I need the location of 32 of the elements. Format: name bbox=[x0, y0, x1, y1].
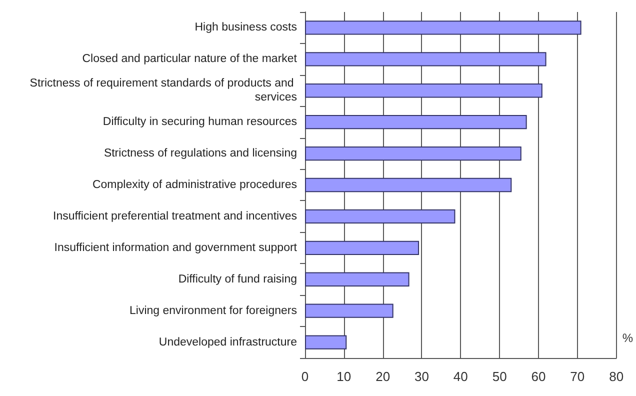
y-tick-label: Difficulty of fund raising bbox=[178, 273, 297, 286]
y-tick-label: Closed and particular nature of the market bbox=[82, 53, 298, 66]
y-tick-label: Living environment for foreigners bbox=[130, 304, 298, 317]
x-tick-label: 50 bbox=[492, 369, 507, 384]
x-tick-label: 10 bbox=[336, 369, 352, 384]
bar bbox=[305, 84, 542, 98]
x-tick-label: 0 bbox=[301, 369, 309, 384]
x-tick-label: 40 bbox=[453, 369, 468, 384]
y-tick-label: Strictness of requirement standards of products and services bbox=[30, 78, 298, 104]
bar bbox=[305, 335, 347, 350]
y-tick-label: Complexity of administrative procedures bbox=[92, 179, 298, 191]
bar bbox=[305, 272, 410, 286]
y-tick-label: High business costs bbox=[194, 22, 298, 34]
x-tick-label: 20 bbox=[376, 369, 390, 384]
x-tick-label: 60 bbox=[531, 369, 546, 384]
y-tick-label: Undeveloped infrastructure bbox=[158, 336, 297, 348]
x-axis-title: % bbox=[622, 331, 634, 345]
bar bbox=[305, 209, 456, 224]
x-tick-label: 80 bbox=[609, 369, 624, 384]
y-tick-label: Insufficient preferential treatment and incentives bbox=[53, 210, 298, 222]
x-tick-label: 30 bbox=[414, 369, 429, 384]
x-tick-label: 70 bbox=[570, 369, 585, 384]
bar bbox=[305, 52, 546, 66]
bar bbox=[305, 304, 394, 318]
bar bbox=[305, 115, 527, 130]
bar bbox=[305, 146, 522, 161]
bar bbox=[305, 20, 582, 35]
y-tick-label: Strictness of regulations and licensing bbox=[104, 148, 297, 160]
bar bbox=[305, 178, 512, 192]
y-tick-label: Insufficient information and government support bbox=[54, 242, 298, 254]
bar bbox=[305, 240, 420, 255]
y-tick-label: Difficulty in securing human resources bbox=[102, 116, 298, 128]
